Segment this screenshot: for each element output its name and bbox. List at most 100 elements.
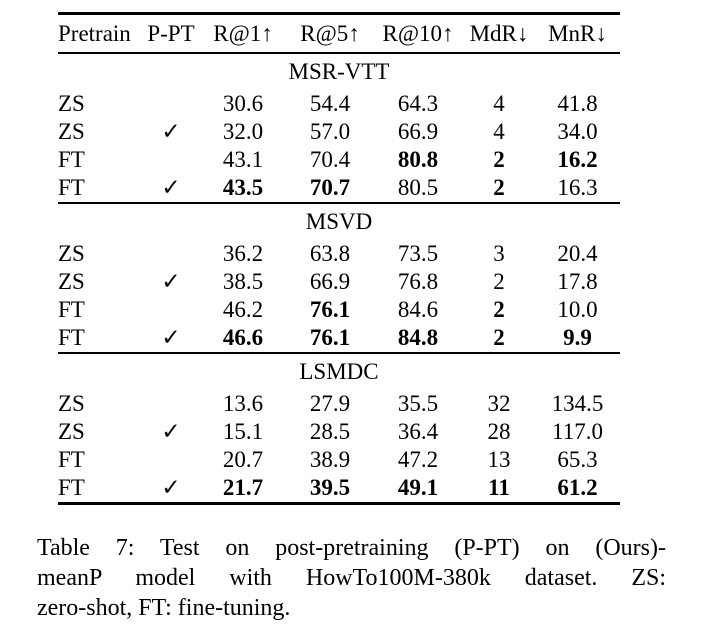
metric-cell: 117.0 bbox=[552, 419, 603, 444]
ppt-check-cell: ✓ bbox=[161, 269, 181, 294]
metric-cell: 34.0 bbox=[557, 119, 598, 144]
table-row: FT 46.2 76.1 84.6 2 10.0 bbox=[58, 296, 620, 324]
table-caption: Table 7: Test on post-pretraining (P-PT)… bbox=[37, 533, 666, 623]
metric-cell: 43.5 bbox=[222, 175, 264, 200]
ppt-check-cell bbox=[143, 296, 199, 324]
ppt-check-cell bbox=[143, 90, 199, 118]
section-title-row: LSMDC bbox=[58, 353, 620, 390]
table-row: FT ✓ 43.5 70.7 80.5 2 16.3 bbox=[58, 174, 620, 203]
metric-cell: 32 bbox=[487, 391, 511, 416]
metric-cell: 61.2 bbox=[557, 475, 598, 500]
metric-cell: 16.2 bbox=[557, 147, 598, 172]
table-header: Pretrain P-PT R@1↑ R@5↑ R@10↑ MdR↓ MnR↓ bbox=[58, 14, 620, 54]
metric-cell: 4 bbox=[493, 91, 505, 116]
pretrain-cell: ZS bbox=[58, 419, 85, 444]
metric-cell: 80.8 bbox=[397, 147, 439, 172]
column-header-ppt: P-PT bbox=[147, 20, 195, 46]
table-row: ZS 36.2 63.8 73.5 3 20.4 bbox=[58, 240, 620, 268]
results-table-container: Pretrain P-PT R@1↑ R@5↑ R@10↑ MdR↓ MnR↓ … bbox=[58, 12, 620, 505]
metric-cell: 2 bbox=[493, 325, 505, 350]
section-title-row: MSVD bbox=[58, 203, 620, 240]
metric-cell: 64.3 bbox=[397, 91, 439, 116]
metric-cell: 38.9 bbox=[309, 447, 351, 472]
table-row: ZS ✓ 15.1 28.5 36.4 28 117.0 bbox=[58, 418, 620, 446]
metric-cell: 13.6 bbox=[222, 391, 264, 416]
metric-cell: 41.8 bbox=[557, 91, 598, 116]
pretrain-cell: ZS bbox=[58, 241, 85, 266]
metric-cell: 46.2 bbox=[222, 297, 264, 322]
section-lsmdc: LSMDC ZS 13.6 27.9 35.5 32 134.5 ZS ✓ 15… bbox=[58, 353, 620, 504]
metric-cell: 4 bbox=[493, 119, 505, 144]
section-title-row: MSR-VTT bbox=[58, 53, 620, 90]
metric-cell: 70.7 bbox=[309, 175, 351, 200]
metric-cell: 2 bbox=[493, 297, 505, 322]
metric-cell: 57.0 bbox=[309, 119, 351, 144]
ppt-check-cell: ✓ bbox=[161, 475, 181, 500]
metric-cell: 46.6 bbox=[222, 325, 264, 350]
column-header-pretrain: Pretrain bbox=[58, 20, 131, 46]
metric-cell: 17.8 bbox=[557, 269, 598, 294]
table-row: FT ✓ 21.7 39.5 49.1 11 61.2 bbox=[58, 474, 620, 504]
ppt-check-cell bbox=[143, 240, 199, 268]
ppt-check-cell bbox=[143, 446, 199, 474]
pretrain-cell: FT bbox=[58, 475, 85, 500]
metric-cell: 76.8 bbox=[397, 269, 439, 294]
ppt-check-cell: ✓ bbox=[161, 325, 181, 350]
metric-cell: 35.5 bbox=[397, 391, 439, 416]
pretrain-cell: FT bbox=[58, 297, 85, 322]
metric-cell: 36.2 bbox=[222, 241, 264, 266]
table-row: ZS 30.6 54.4 64.3 4 41.8 bbox=[58, 90, 620, 118]
metric-cell: 21.7 bbox=[222, 475, 264, 500]
ppt-check-cell: ✓ bbox=[161, 175, 181, 200]
metric-cell: 49.1 bbox=[397, 475, 439, 500]
section-title: LSMDC bbox=[299, 359, 379, 384]
metric-cell: 10.0 bbox=[557, 297, 598, 322]
metric-cell: 84.6 bbox=[397, 297, 439, 322]
column-header-r5: R@5↑ bbox=[300, 20, 360, 46]
pretrain-cell: ZS bbox=[58, 91, 85, 116]
results-table: Pretrain P-PT R@1↑ R@5↑ R@10↑ MdR↓ MnR↓ … bbox=[58, 12, 620, 505]
metric-cell: 54.4 bbox=[309, 91, 351, 116]
table-row: ZS ✓ 32.0 57.0 66.9 4 34.0 bbox=[58, 118, 620, 146]
ppt-check-cell: ✓ bbox=[161, 119, 181, 144]
metric-cell: 27.9 bbox=[309, 391, 351, 416]
metric-cell: 84.8 bbox=[397, 325, 439, 350]
ppt-check-cell bbox=[143, 146, 199, 174]
column-header-r1: R@1↑ bbox=[213, 20, 273, 46]
metric-cell: 2 bbox=[493, 269, 505, 294]
pretrain-cell: ZS bbox=[58, 391, 85, 416]
metric-cell: 2 bbox=[493, 175, 505, 200]
metric-cell: 80.5 bbox=[397, 175, 439, 200]
metric-cell: 63.8 bbox=[309, 241, 351, 266]
metric-cell: 9.9 bbox=[563, 325, 592, 350]
ppt-check-cell: ✓ bbox=[161, 419, 181, 444]
pretrain-cell: ZS bbox=[58, 269, 85, 294]
metric-cell: 76.1 bbox=[309, 325, 351, 350]
table-row: ZS ✓ 38.5 66.9 76.8 2 17.8 bbox=[58, 268, 620, 296]
metric-cell: 20.4 bbox=[557, 241, 598, 266]
header-row: Pretrain P-PT R@1↑ R@5↑ R@10↑ MdR↓ MnR↓ bbox=[58, 14, 620, 54]
pretrain-cell: FT bbox=[58, 325, 85, 350]
pretrain-cell: FT bbox=[58, 175, 85, 200]
metric-cell: 36.4 bbox=[397, 419, 439, 444]
table-row: FT 43.1 70.4 80.8 2 16.2 bbox=[58, 146, 620, 174]
metric-cell: 32.0 bbox=[222, 119, 264, 144]
metric-cell: 66.9 bbox=[309, 269, 351, 294]
metric-cell: 11 bbox=[488, 475, 510, 500]
section-msvd: MSVD ZS 36.2 63.8 73.5 3 20.4 ZS ✓ 38.5 … bbox=[58, 203, 620, 353]
column-header-mnr: MnR↓ bbox=[548, 20, 607, 46]
metric-cell: 15.1 bbox=[222, 419, 264, 444]
pretrain-cell: ZS bbox=[58, 119, 85, 144]
metric-cell: 28.5 bbox=[309, 419, 351, 444]
metric-cell: 3 bbox=[493, 241, 505, 266]
caption-line: Table 7: Test on post-pretraining (P-PT)… bbox=[37, 535, 666, 561]
column-header-mdr: MdR↓ bbox=[469, 20, 529, 46]
metric-cell: 13 bbox=[487, 447, 511, 472]
metric-cell: 16.3 bbox=[557, 175, 598, 200]
section-title: MSVD bbox=[305, 209, 373, 234]
caption-line: zero-shot, FT: fine-tuning. bbox=[37, 595, 291, 621]
metric-cell: 65.3 bbox=[557, 447, 598, 472]
metric-cell: 2 bbox=[493, 147, 505, 172]
table-row: FT ✓ 46.6 76.1 84.8 2 9.9 bbox=[58, 324, 620, 353]
